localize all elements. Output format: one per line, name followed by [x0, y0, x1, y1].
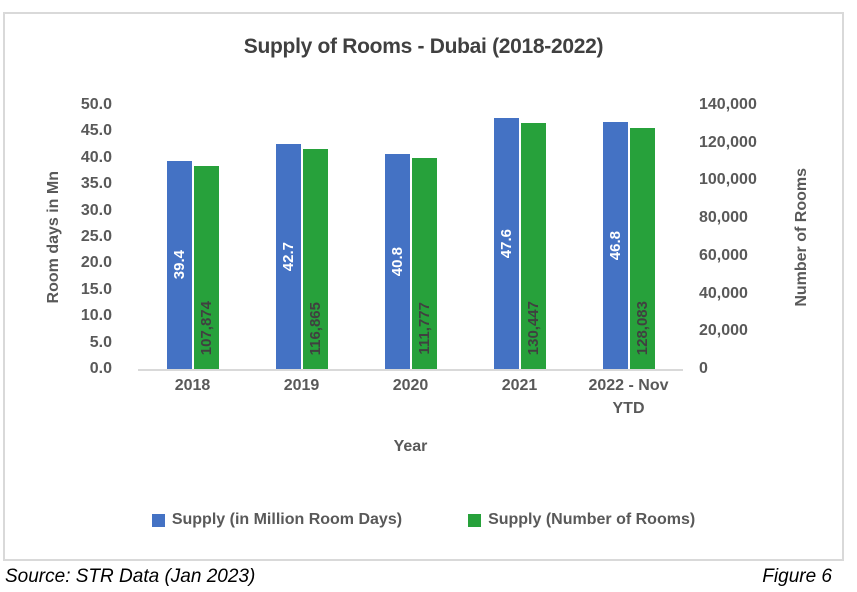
legend-swatch: [468, 513, 482, 527]
x-axis-title: Year: [393, 438, 428, 455]
category-group: 42.7 116,865: [247, 105, 356, 369]
right-axis-tick: 60,000: [699, 246, 748, 264]
category-group: 39.4 107,874: [138, 105, 247, 369]
right-axis-tick: 40,000: [699, 284, 748, 302]
category-label: 2019: [283, 377, 320, 394]
right-axis-tick: 80,000: [699, 209, 748, 227]
legend-item: Supply (in Million Room Days): [151, 511, 403, 529]
bar-rooms: 116,865: [302, 148, 328, 369]
legend-label: Supply (Number of Rooms): [488, 511, 696, 528]
right-axis-title: Number of Rooms: [791, 105, 813, 369]
category-group: 46.8 128,083: [574, 105, 683, 369]
bar-rooms: 111,777: [411, 158, 437, 369]
right-axis-tick: 20,000: [699, 322, 748, 340]
x-axis-labels: 2018 2019 2020 2021 2022 - Nov YTD: [138, 374, 683, 420]
legend-swatch: [151, 513, 165, 527]
right-axis-ticks: 140,000 120,000 100,000 80,000 60,000 40,000 2…: [699, 96, 789, 377]
left-axis-tick: 20.0: [80, 254, 112, 272]
bar-data-label: 39.4: [170, 250, 188, 280]
bar-rooms: 130,447: [520, 123, 546, 369]
right-axis-tick: 140,000: [699, 96, 757, 113]
right-axis-tick: 100,000: [699, 171, 757, 189]
bar-room-days: 46.8: [602, 121, 628, 369]
bar-data-label: 116,865: [306, 301, 324, 355]
right-axis-title-text: Number of Rooms: [793, 167, 810, 307]
chart-container: Supply of Rooms - Dubai (2018-2022) Room…: [3, 12, 844, 561]
right-axis-tick: 0: [699, 360, 708, 377]
right-axis-tick: 120,000: [699, 133, 757, 151]
bar-room-days: 39.4: [166, 161, 192, 369]
left-axis-tick: 10.0: [80, 307, 112, 325]
plot-area: 39.4 107,874 42.7 116,865 40.8 111,777 47.6 130…: [138, 105, 683, 371]
bar-data-label: 130,447: [524, 300, 542, 355]
bar-data-label: 46.8: [606, 230, 624, 261]
legend-label: Supply (in Million Room Days): [171, 511, 403, 528]
bar-data-label: 111,777: [415, 302, 433, 355]
bar-data-label: 40.8: [388, 246, 406, 276]
category-label: 2022 - Nov YTD: [588, 377, 669, 418]
legend-item: Supply (Number of Rooms): [468, 511, 695, 529]
chart-title: Supply of Rooms - Dubai (2018-2022): [243, 35, 604, 58]
left-axis-tick: 40.0: [80, 148, 112, 166]
left-axis-tick: 45.0: [80, 122, 112, 140]
category-label: 2020: [392, 377, 429, 394]
left-axis-tick: 0.0: [89, 360, 112, 377]
bar-room-days: 47.6: [493, 117, 519, 369]
left-axis-tick: 35.0: [80, 175, 112, 193]
category-label: 2018: [174, 377, 211, 394]
category-label: 2021: [501, 377, 538, 394]
bar-room-days: 40.8: [384, 153, 410, 369]
left-axis-tick: 50.0: [80, 96, 112, 113]
left-axis-tick: 5.0: [89, 333, 112, 351]
left-axis-tick: 30.0: [80, 201, 112, 219]
source-note: Source: STR Data (Jan 2023): [5, 566, 256, 587]
left-axis-tick: 25.0: [80, 228, 112, 245]
bar-rooms: 107,874: [193, 165, 219, 369]
bar-rooms: 128,083: [629, 127, 655, 369]
chart-legend: Supply (in Million Room Days) Supply (Num…: [5, 511, 842, 529]
left-axis-tick: 15.0: [80, 280, 112, 298]
bar-data-label: 47.6: [497, 228, 515, 258]
category-group: 40.8 111,777: [356, 105, 465, 369]
bar-room-days: 42.7: [275, 143, 301, 369]
figure-label: Figure 6: [762, 566, 832, 587]
category-group: 47.6 130,447: [465, 105, 574, 369]
bar-data-label: 128,083: [633, 300, 651, 355]
bar-data-label: 42.7: [279, 241, 297, 271]
left-axis-ticks: 50.0 45.0 40.0 35.0 30.0 25.0 20.0 15.0 10.0 5.0 0…: [5, 96, 112, 377]
bar-data-label: 107,874: [197, 300, 215, 355]
